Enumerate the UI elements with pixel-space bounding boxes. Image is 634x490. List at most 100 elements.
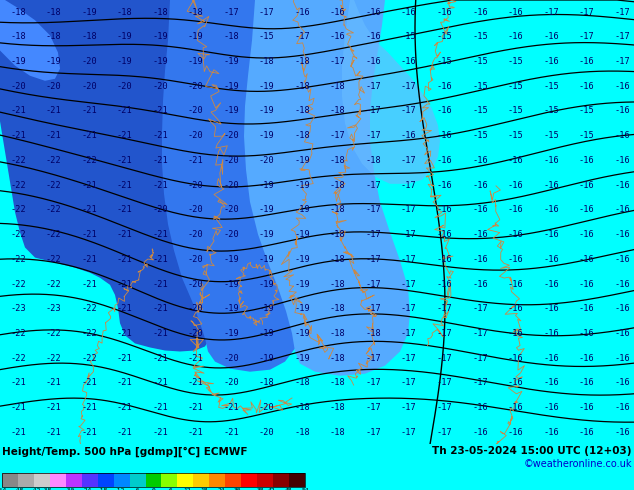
- Text: 12: 12: [183, 488, 191, 490]
- Text: -16: -16: [579, 255, 594, 264]
- Text: -16: -16: [508, 279, 523, 289]
- Text: -17: -17: [365, 205, 381, 214]
- Text: -16: -16: [508, 230, 523, 239]
- Text: -15: -15: [508, 82, 523, 91]
- Text: -21: -21: [81, 279, 97, 289]
- Text: -16: -16: [579, 354, 594, 363]
- Text: -16: -16: [579, 82, 594, 91]
- Text: -17: -17: [436, 354, 452, 363]
- Text: -17: -17: [365, 403, 381, 412]
- Text: -18: -18: [223, 32, 239, 41]
- Polygon shape: [0, 0, 60, 81]
- Text: -22: -22: [81, 304, 97, 313]
- Text: -19: -19: [10, 57, 26, 66]
- Text: -21: -21: [152, 131, 168, 140]
- Text: -21: -21: [81, 378, 97, 388]
- Text: -23: -23: [46, 304, 61, 313]
- Text: -16: -16: [436, 82, 452, 91]
- Text: -16: -16: [579, 329, 594, 338]
- Text: -15: -15: [472, 106, 488, 116]
- Text: -22: -22: [10, 181, 26, 190]
- Text: -17: -17: [365, 106, 381, 116]
- Text: -16: -16: [543, 230, 559, 239]
- Text: -15: -15: [472, 57, 488, 66]
- Text: -15: -15: [508, 57, 523, 66]
- Text: -22: -22: [46, 205, 61, 214]
- Text: -16: -16: [614, 378, 630, 388]
- Text: -22: -22: [10, 230, 26, 239]
- Text: -22: -22: [46, 181, 61, 190]
- Text: -19: -19: [117, 57, 133, 66]
- Text: -15: -15: [436, 57, 452, 66]
- Text: -21: -21: [81, 106, 97, 116]
- Text: -16: -16: [508, 156, 523, 165]
- Polygon shape: [162, 0, 298, 372]
- Text: -17: -17: [614, 32, 630, 41]
- Text: 54: 54: [301, 488, 309, 490]
- Text: -20: -20: [188, 205, 204, 214]
- Text: -16: -16: [365, 57, 381, 66]
- Bar: [146, 473, 162, 487]
- Text: -21: -21: [46, 378, 61, 388]
- Text: -21: -21: [81, 403, 97, 412]
- Text: -23: -23: [10, 304, 26, 313]
- Text: -16: -16: [436, 131, 452, 140]
- Text: -21: -21: [152, 304, 168, 313]
- Text: 0: 0: [152, 488, 155, 490]
- Text: -17: -17: [472, 329, 488, 338]
- Text: -16: -16: [614, 403, 630, 412]
- Text: -15: -15: [472, 82, 488, 91]
- Text: -20: -20: [223, 354, 239, 363]
- Text: -21: -21: [117, 205, 133, 214]
- Text: -22: -22: [46, 279, 61, 289]
- Text: -16: -16: [401, 131, 417, 140]
- Text: -21: -21: [10, 106, 26, 116]
- Text: -15: -15: [543, 82, 559, 91]
- Text: -16: -16: [579, 304, 594, 313]
- Text: -16: -16: [472, 403, 488, 412]
- Text: -18: -18: [330, 279, 346, 289]
- Text: -16: -16: [401, 57, 417, 66]
- Text: -20: -20: [223, 131, 239, 140]
- Text: -16: -16: [543, 181, 559, 190]
- Text: -17: -17: [472, 354, 488, 363]
- Text: -22: -22: [81, 329, 97, 338]
- Text: -18: -18: [294, 106, 310, 116]
- Text: -18: -18: [330, 106, 346, 116]
- Text: -15: -15: [259, 32, 275, 41]
- Text: -21: -21: [152, 255, 168, 264]
- Bar: [34, 473, 50, 487]
- Text: -17: -17: [365, 230, 381, 239]
- Text: -20: -20: [259, 403, 275, 412]
- Text: -21: -21: [188, 378, 204, 388]
- Text: -22: -22: [46, 230, 61, 239]
- Text: -17: -17: [365, 354, 381, 363]
- Text: -20: -20: [188, 329, 204, 338]
- Bar: [129, 473, 146, 487]
- Polygon shape: [244, 0, 410, 376]
- Text: -19: -19: [223, 82, 239, 91]
- Text: -18: -18: [294, 403, 310, 412]
- Text: -16: -16: [614, 428, 630, 437]
- Text: -16: -16: [508, 32, 523, 41]
- Text: -16: -16: [543, 205, 559, 214]
- Text: -21: -21: [10, 403, 26, 412]
- Bar: [257, 473, 273, 487]
- Text: -16: -16: [543, 304, 559, 313]
- Text: 30: 30: [234, 488, 242, 490]
- Text: -22: -22: [46, 255, 61, 264]
- Text: -19: -19: [259, 106, 275, 116]
- Text: -17: -17: [436, 378, 452, 388]
- Text: -19: -19: [259, 131, 275, 140]
- Text: -12: -12: [114, 488, 126, 490]
- Text: -16: -16: [508, 378, 523, 388]
- Text: -19: -19: [223, 304, 239, 313]
- Text: -16: -16: [330, 32, 346, 41]
- Text: -18: -18: [259, 378, 275, 388]
- Text: -17: -17: [401, 181, 417, 190]
- Text: 6: 6: [169, 488, 172, 490]
- Text: -16: -16: [579, 378, 594, 388]
- Text: -21: -21: [46, 403, 61, 412]
- Text: -15: -15: [508, 106, 523, 116]
- Text: -16: -16: [436, 156, 452, 165]
